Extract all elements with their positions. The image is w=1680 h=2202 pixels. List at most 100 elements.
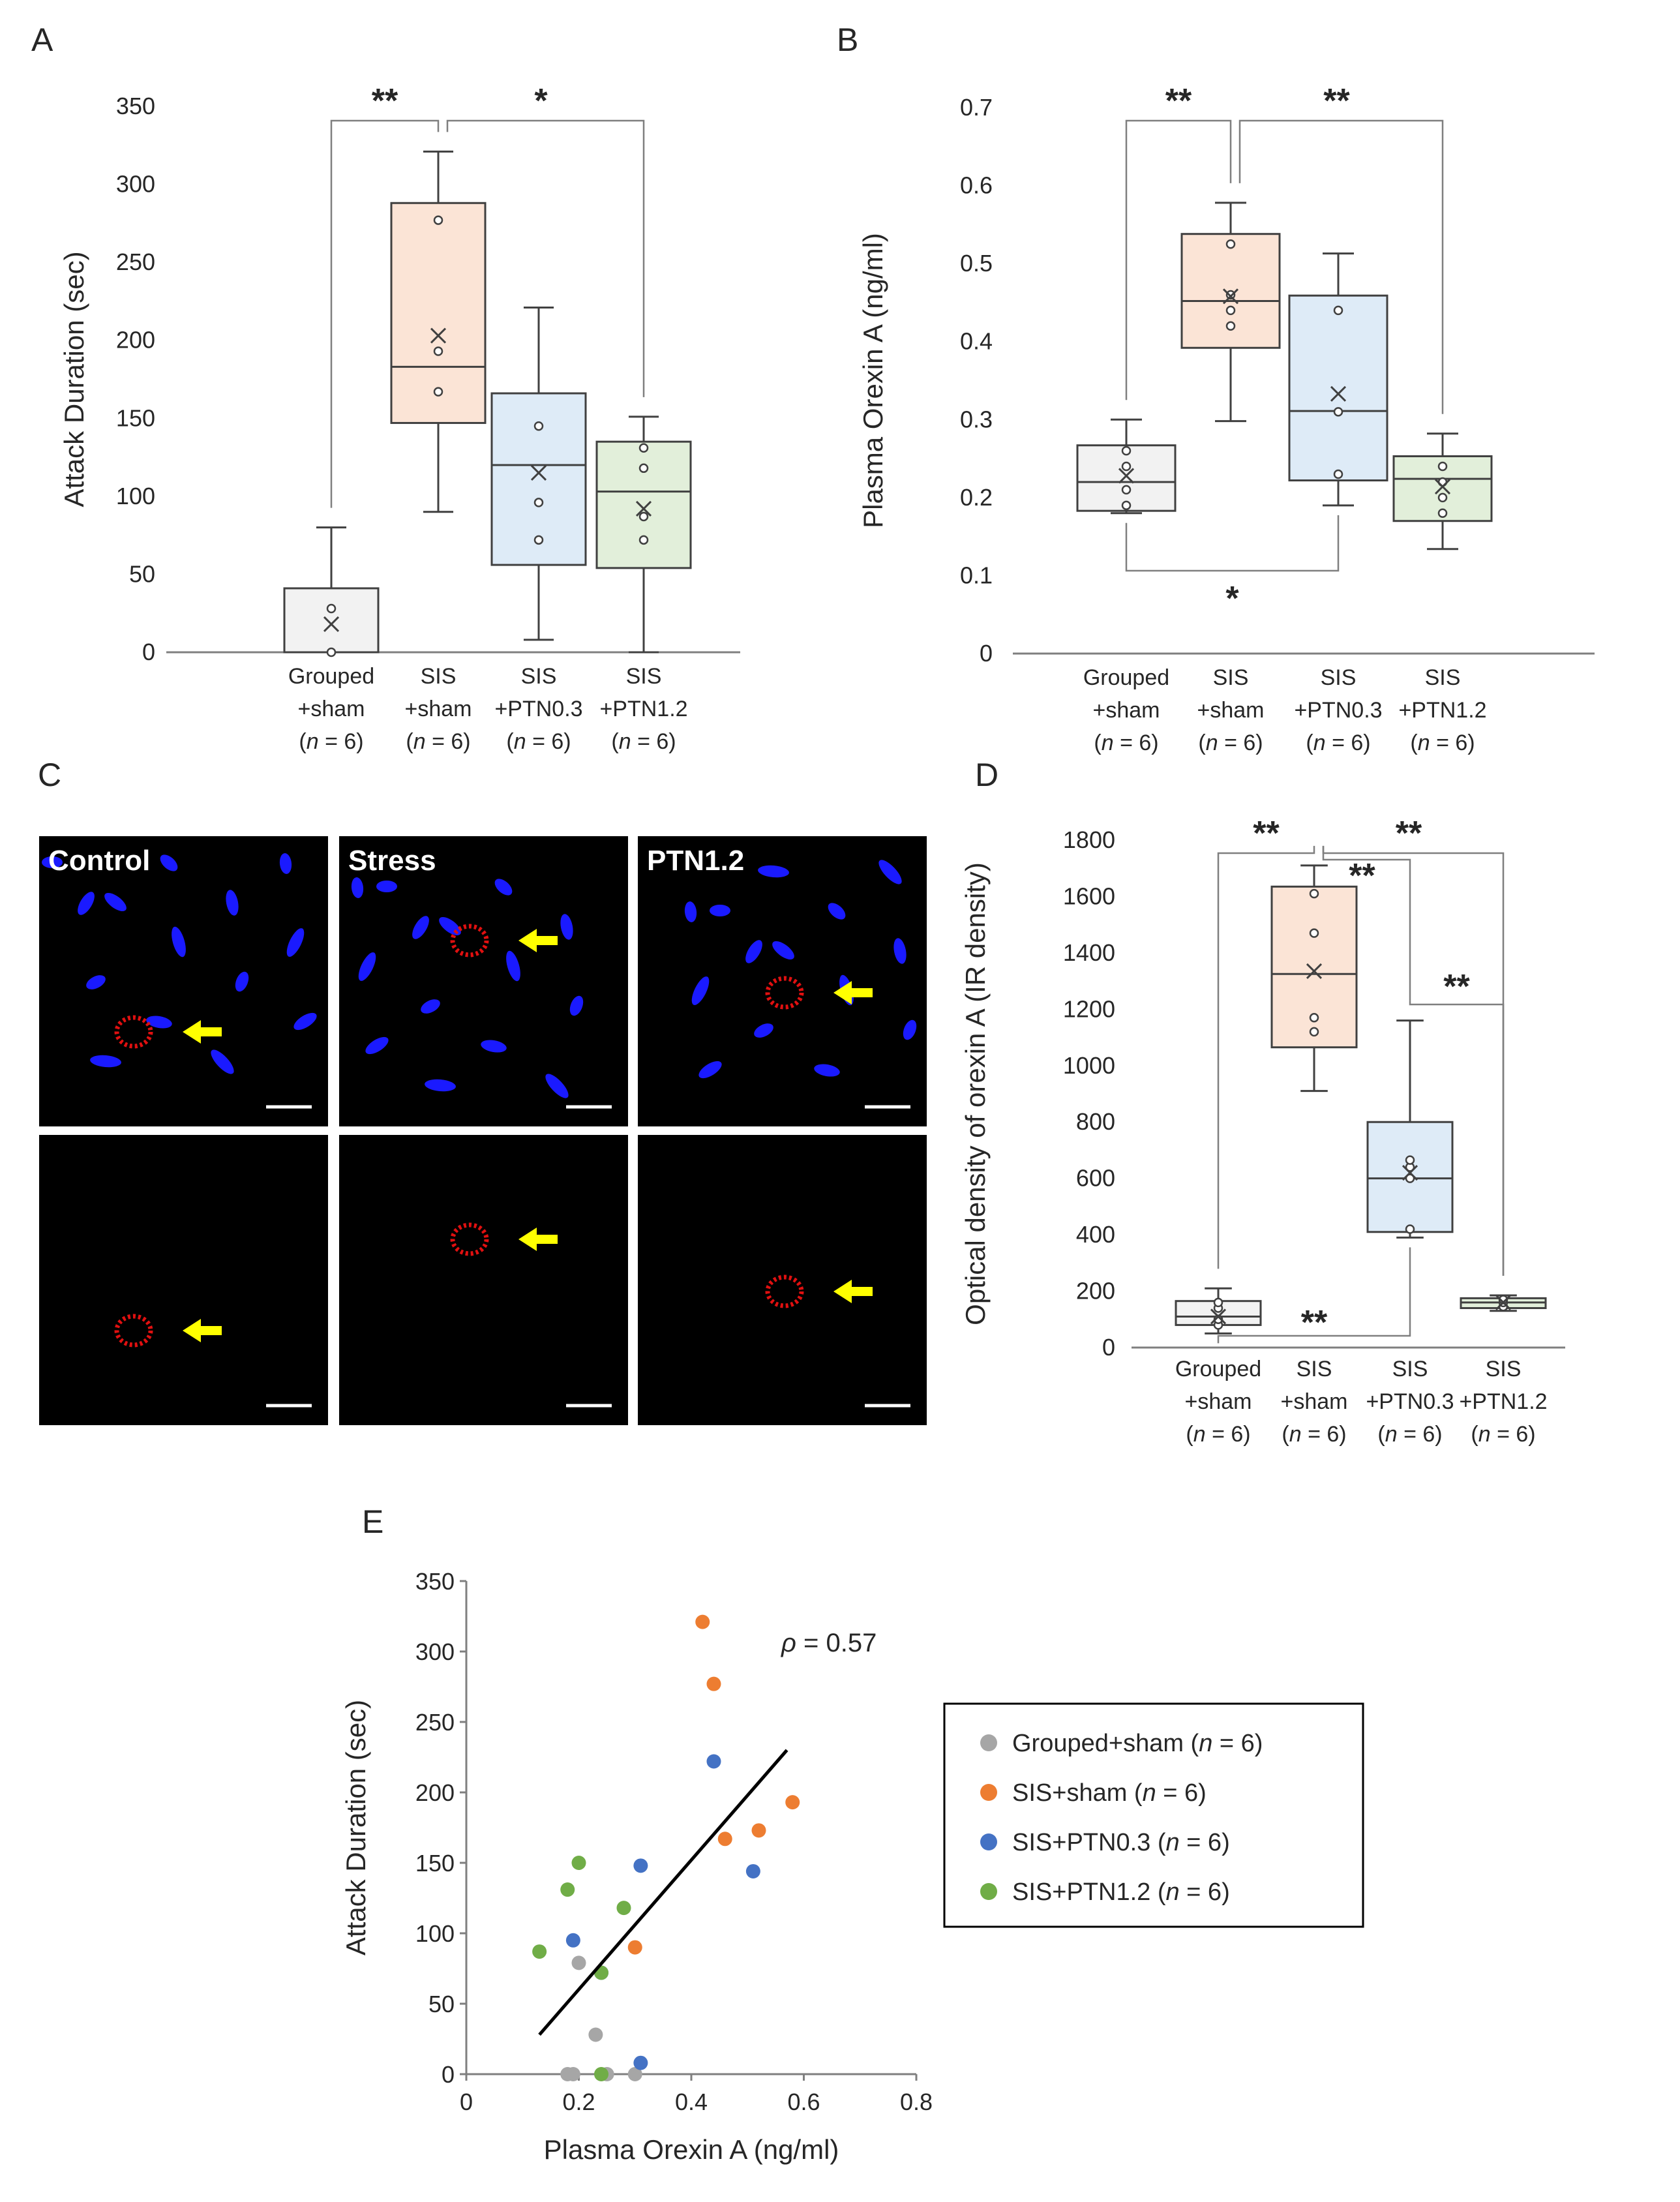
y-tick-label: 0.7: [960, 94, 993, 121]
nucleus-blob: [412, 916, 429, 939]
arrow-icon: [518, 1228, 558, 1251]
scatter-point: [560, 1882, 575, 1897]
scatter-point: [633, 2055, 648, 2070]
y-tick-label: 0.4: [960, 328, 993, 355]
category-label: (n = 6): [1306, 731, 1370, 755]
y-tick-label: 0: [142, 639, 155, 665]
data-point: [533, 498, 544, 507]
data-point: [1309, 928, 1319, 938]
y-tick-label: 100: [116, 483, 155, 509]
significance-label: **: [1349, 857, 1375, 895]
y-tick-label: 350: [415, 1568, 455, 1595]
box-iqr: [595, 440, 692, 569]
significance-label: **: [1165, 82, 1192, 120]
nucleus-blob: [545, 1074, 569, 1098]
significance-label: **: [1253, 815, 1280, 852]
data-point: [1405, 1155, 1415, 1165]
nucleus-blob: [481, 1040, 507, 1053]
category-label: Grouped: [1083, 665, 1169, 690]
nucleus-blob: [569, 995, 584, 1016]
nucleus-blob: [506, 950, 520, 982]
micrograph-background: [339, 836, 628, 1126]
micrograph-orexin: [339, 1135, 628, 1425]
chart-d-boxplot: 0 200 400 600 800 1000 1200 1400 1600 1800 Optical…: [960, 815, 1565, 1447]
significance-bracket: [1217, 845, 1315, 1269]
category-label: +PTN0.3: [494, 697, 582, 721]
data-point: [1309, 1013, 1319, 1023]
mean-marker: [530, 464, 547, 481]
data-point: [1213, 1297, 1223, 1308]
panel-letter-b: B: [837, 22, 858, 58]
data-point: [1333, 407, 1343, 417]
nucleus-blob: [286, 928, 305, 957]
y-axis-title: Plasma Orexin A (ng/ml): [858, 233, 888, 528]
significance-bracket: [1125, 119, 1232, 400]
data-point: [533, 535, 544, 545]
data-point: [1225, 321, 1236, 331]
category-label: SIS: [421, 664, 457, 689]
nucleus-blob: [758, 865, 789, 878]
micrograph-orexin: [638, 1135, 927, 1425]
nucleus-blob: [828, 903, 846, 920]
y-tick-label: 200: [1076, 1278, 1115, 1305]
mean-marker: [1330, 385, 1347, 402]
category-label: +PTN1.2: [599, 697, 687, 721]
category-label: +PTN0.3: [1366, 1389, 1454, 1414]
x-tick-label: 0: [460, 2089, 473, 2115]
significance-label: **: [1443, 968, 1470, 1006]
micrograph-background: [638, 1135, 927, 1425]
nucleus-blob: [226, 890, 239, 916]
category-label: (n = 6): [506, 729, 571, 754]
panel-letter-a: A: [31, 22, 53, 58]
significance-label: **: [1396, 815, 1422, 852]
nucleus-blob: [814, 1064, 840, 1077]
mean-marker: [635, 500, 652, 517]
nucleus-blob: [86, 975, 106, 989]
data-point: [1405, 1173, 1415, 1183]
data-point: [1309, 888, 1319, 899]
nucleus-blob: [684, 901, 697, 922]
micrograph-label: Stress: [348, 845, 436, 877]
category-label: (n = 6): [1282, 1422, 1346, 1447]
micrograph-merged: Control: [39, 836, 328, 1126]
y-axis-title: Attack Duration (sec): [340, 1700, 371, 1955]
category-label: +sham: [1185, 1389, 1252, 1414]
data-point: [1405, 1224, 1415, 1234]
orexin-cell: [765, 1274, 804, 1308]
category-label: SIS: [1425, 665, 1461, 690]
nucleus-blob: [772, 941, 794, 960]
legend-box: [943, 1702, 1364, 1928]
arrow-icon: [833, 1280, 873, 1303]
scatter-point: [616, 1901, 631, 1916]
arrow-icon: [518, 929, 558, 952]
y-tick-label: 0: [442, 2061, 455, 2088]
y-tick-label: 1800: [1063, 826, 1115, 853]
box-iqr: [1270, 885, 1358, 1049]
nucleus-blob: [376, 881, 397, 892]
significance-bracket: [1322, 845, 1411, 1001]
mean-marker: [1495, 1294, 1512, 1310]
category-label: +PTN0.3: [1294, 698, 1382, 723]
category-label: Grouped: [1175, 1357, 1261, 1381]
y-tick-label: 0.5: [960, 250, 993, 277]
data-point: [638, 535, 649, 545]
scatter-point: [745, 1863, 760, 1878]
data-point: [433, 346, 443, 356]
category-label: SIS: [1486, 1357, 1522, 1381]
scatter-point: [633, 1858, 648, 1873]
scatter-point: [627, 1940, 642, 1955]
micrograph-orexin: [39, 1135, 328, 1425]
nucleus-blob: [878, 860, 902, 884]
nucleus-blob: [42, 856, 63, 868]
micrograph-background: [39, 1135, 328, 1425]
category-label: (n = 6): [1377, 1422, 1442, 1447]
scatter-point: [695, 1614, 710, 1629]
arrow-icon: [833, 981, 873, 1004]
category-label: +PTN1.2: [1459, 1389, 1547, 1414]
data-point: [638, 511, 649, 522]
category-label: (n = 6): [1410, 731, 1475, 755]
nucleus-blob: [691, 976, 710, 1005]
panel-letter-e: E: [362, 1503, 383, 1540]
category-label: SIS: [1392, 1357, 1428, 1381]
